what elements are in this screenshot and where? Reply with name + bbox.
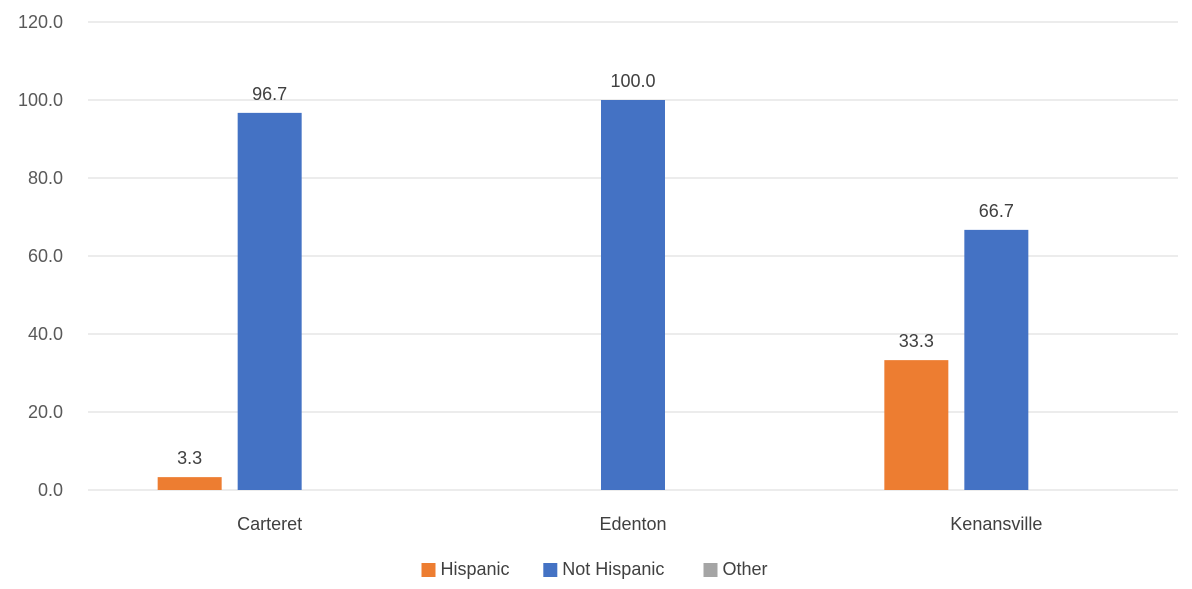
bar-hispanic-carteret: [157, 477, 222, 490]
legend-label: Other: [723, 559, 768, 579]
legend-item-other: Other: [703, 559, 768, 579]
data-label: 66.7: [979, 201, 1014, 221]
legend-label: Hispanic: [441, 559, 510, 579]
y-tick-label: 80.0: [28, 168, 63, 188]
bars: [157, 100, 1029, 491]
x-category-label: Edenton: [599, 514, 666, 534]
y-tick-label: 0.0: [38, 480, 63, 500]
legend-swatch: [703, 563, 718, 577]
bar-not-hispanic-kenansville: [964, 229, 1029, 490]
data-labels: 3.3 96.7 100.0 33.3 66.7: [177, 71, 1014, 468]
legend-swatch: [421, 563, 436, 577]
y-tick-label: 60.0: [28, 246, 63, 266]
y-tick-label: 100.0: [18, 90, 63, 110]
x-axis-categories: Carteret Edenton Kenansville: [237, 514, 1042, 534]
y-tick-label: 40.0: [28, 324, 63, 344]
legend: Hispanic Not Hispanic Other: [421, 559, 768, 579]
y-axis-ticks: 0.0 20.0 40.0 60.0 80.0 100.0 120.0: [18, 12, 63, 500]
y-tick-label: 120.0: [18, 12, 63, 32]
legend-swatch: [543, 563, 558, 577]
x-category-label: Kenansville: [950, 514, 1042, 534]
bar-hispanic-kenansville: [884, 360, 949, 490]
bar-not-hispanic-carteret: [237, 112, 302, 491]
data-label: 96.7: [252, 84, 287, 104]
bar-not-hispanic-edenton: [601, 100, 665, 490]
x-category-label: Carteret: [237, 514, 302, 534]
data-label: 100.0: [610, 71, 655, 91]
data-label: 3.3: [177, 448, 202, 468]
legend-label: Not Hispanic: [562, 559, 664, 579]
legend-item-hispanic: Hispanic: [421, 559, 510, 579]
legend-item-not-hispanic: Not Hispanic: [543, 559, 664, 579]
y-tick-label: 20.0: [28, 402, 63, 422]
data-label: 33.3: [899, 331, 934, 351]
